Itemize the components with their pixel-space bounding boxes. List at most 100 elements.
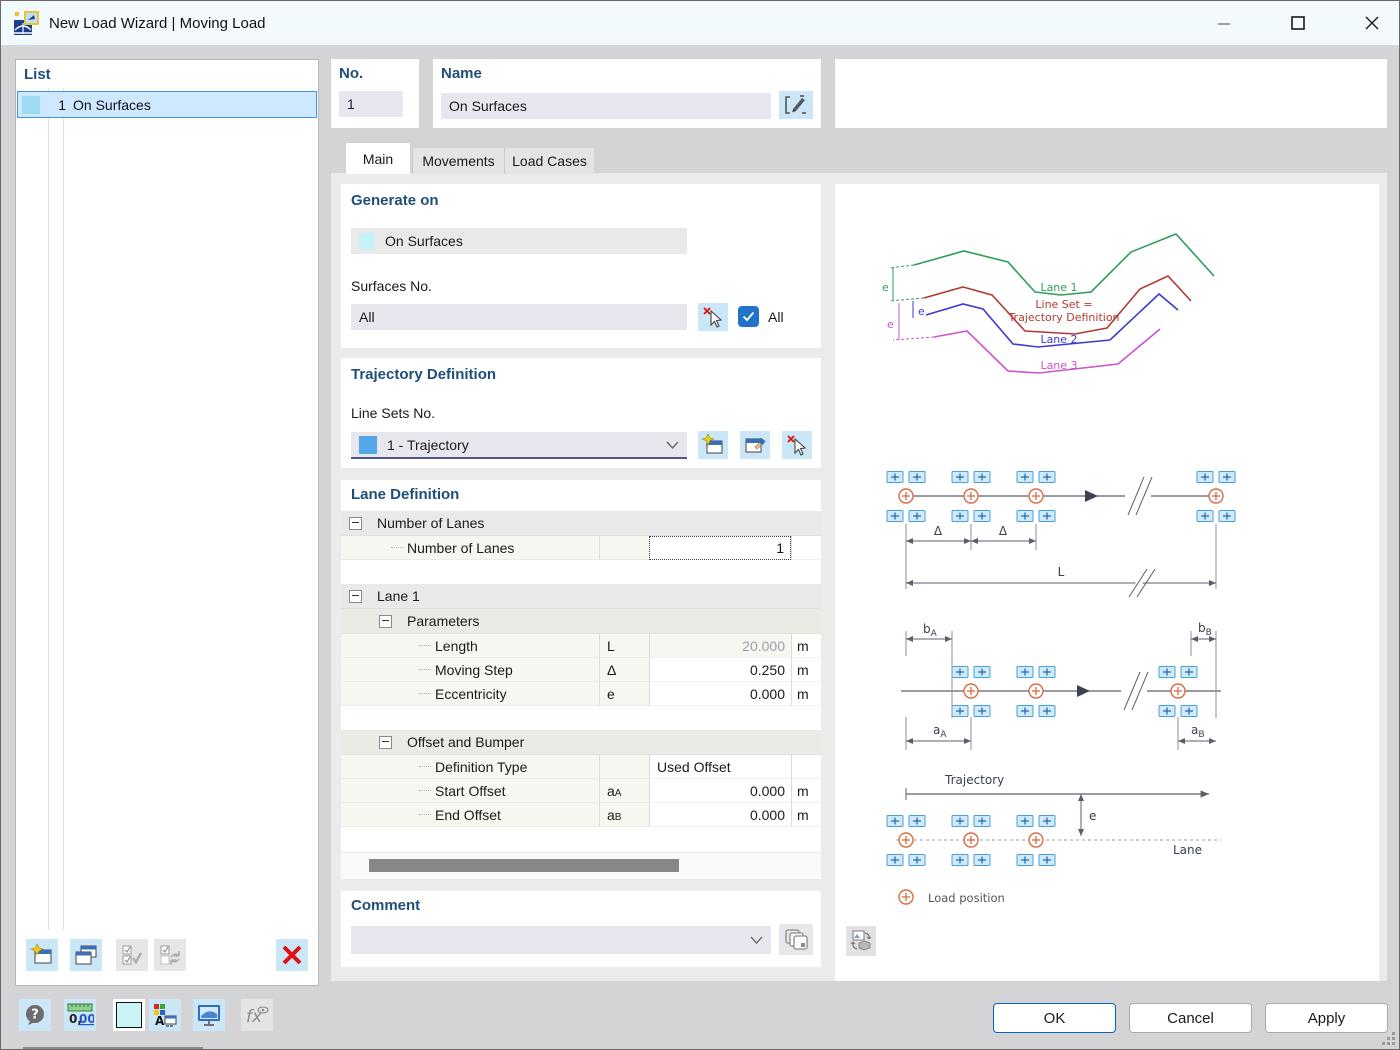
display-settings-button[interactable]: A bbox=[149, 999, 181, 1031]
group-row-number-of-lanes[interactable]: Number of Lanes bbox=[341, 511, 821, 536]
svg-text:A: A bbox=[155, 1014, 165, 1028]
row-moving-step: Moving Step Δ 0.250 m bbox=[341, 658, 821, 682]
minimize-button[interactable] bbox=[1201, 1, 1247, 45]
display-on-screen-button[interactable] bbox=[193, 999, 225, 1031]
offset-diagram: bA bB aA aB bbox=[901, 621, 1221, 750]
new-line-set-button[interactable] bbox=[698, 431, 728, 459]
formula-button[interactable]: fx bbox=[241, 999, 273, 1031]
delete-item-button[interactable] bbox=[276, 939, 308, 971]
horizontal-scrollbar[interactable] bbox=[341, 853, 821, 879]
name-card: Name On Surfaces bbox=[433, 59, 821, 128]
list-item-on-surfaces[interactable]: 1 On Surfaces bbox=[17, 91, 317, 118]
tab-main[interactable]: Main bbox=[346, 143, 410, 174]
fx-icon: fx bbox=[246, 1006, 269, 1027]
load-position-legend: Load position bbox=[898, 889, 1005, 905]
lane-definition-title: Lane Definition bbox=[351, 486, 460, 503]
end-offset-value[interactable]: 0.000 bbox=[649, 803, 791, 827]
item-color-swatch bbox=[22, 95, 40, 114]
units-settings-button[interactable]: 0, 00 bbox=[64, 999, 96, 1031]
collapse-icon[interactable] bbox=[379, 614, 392, 628]
row-length: Length L 20.000 m bbox=[341, 634, 821, 658]
new-item-button[interactable] bbox=[26, 939, 58, 971]
scrollbar-thumb[interactable] bbox=[369, 859, 679, 872]
comment-templates-button[interactable] bbox=[779, 924, 813, 955]
cropped-content bbox=[23, 1047, 203, 1049]
all-checkbox[interactable] bbox=[738, 306, 759, 327]
select-all-button[interactable] bbox=[116, 939, 148, 971]
unit-cell: m bbox=[791, 803, 821, 827]
moving-step-value[interactable]: 0.250 bbox=[649, 658, 791, 682]
invert-selection-button[interactable] bbox=[154, 939, 186, 971]
chevron-down-icon bbox=[750, 936, 763, 944]
trajectory-definition-title: Trajectory Definition bbox=[351, 366, 497, 383]
help-button[interactable]: ? bbox=[19, 999, 51, 1031]
delete-x-icon bbox=[282, 945, 302, 965]
cancel-button[interactable]: Cancel bbox=[1129, 1003, 1252, 1033]
maximize-button[interactable] bbox=[1275, 1, 1321, 45]
lane-definition-section: Lane Definition Number of Lanes Number o… bbox=[341, 480, 821, 852]
bB-dim-label: bB bbox=[1198, 621, 1212, 638]
aA-dim-label: aA bbox=[933, 723, 947, 740]
edit-line-set-button[interactable] bbox=[740, 431, 770, 459]
lane2-label: Lane 2 bbox=[1040, 333, 1077, 346]
symbol-subscript: A bbox=[614, 788, 622, 799]
grid-spacer bbox=[341, 706, 821, 730]
grid-spacer bbox=[341, 827, 821, 852]
on-surfaces-type-button[interactable]: On Surfaces bbox=[351, 228, 687, 254]
row-label: Definition Type bbox=[435, 758, 528, 775]
item-number: 1 bbox=[58, 96, 66, 113]
close-icon bbox=[1365, 16, 1379, 30]
resize-grip[interactable] bbox=[1382, 1032, 1396, 1046]
group-row-lane-1[interactable]: Lane 1 bbox=[341, 584, 821, 609]
tab-movements[interactable]: Movements bbox=[412, 148, 504, 174]
cancel-label: Cancel bbox=[1167, 1009, 1214, 1027]
trajectory-lane-diagram: Trajectory e Lane bbox=[887, 773, 1221, 866]
group-row-offset-and-bumper[interactable]: Offset and Bumper bbox=[341, 730, 821, 755]
row-label: End Offset bbox=[435, 806, 501, 823]
pick-line-set-button[interactable] bbox=[782, 431, 812, 459]
svg-text:?: ? bbox=[31, 1008, 39, 1023]
load-list-panel: List 1 On Surfaces bbox=[15, 59, 319, 986]
diagram-panel: e e e Lane 1 Line Set = Trajectory Defin… bbox=[835, 184, 1379, 981]
tab-movements-label: Movements bbox=[422, 153, 495, 169]
row-label: Start Offset bbox=[435, 782, 506, 799]
start-offset-value[interactable]: 0.000 bbox=[649, 779, 791, 803]
toggle-rendering-icon bbox=[850, 930, 872, 951]
generate-on-section: Generate on On Surfaces Surfaces No. All… bbox=[341, 184, 821, 348]
name-field[interactable]: On Surfaces bbox=[441, 93, 771, 119]
load-position-legend-label: Load position bbox=[928, 891, 1005, 905]
line-sets-value: 1 - Trajectory bbox=[387, 436, 469, 453]
diagrams-svg: e e e Lane 1 Line Set = Trajectory Defin… bbox=[882, 233, 1379, 905]
color-swatch-button[interactable] bbox=[113, 999, 145, 1031]
number-of-lanes-input[interactable]: 1 bbox=[649, 536, 791, 560]
group-label: Lane 1 bbox=[377, 588, 420, 604]
row-label: Moving Step bbox=[435, 661, 513, 678]
comment-combobox[interactable] bbox=[351, 926, 771, 954]
definition-type-value[interactable]: Used Offset bbox=[649, 755, 791, 779]
collapse-icon[interactable] bbox=[349, 516, 362, 530]
no-field[interactable]: 1 bbox=[339, 91, 403, 117]
collapse-icon[interactable] bbox=[349, 589, 362, 603]
lanes-diagram: e e e Lane 1 Line Set = Trajectory Defin… bbox=[882, 233, 1215, 374]
ok-button[interactable]: OK bbox=[993, 1003, 1116, 1033]
surfaces-no-field[interactable]: All bbox=[351, 304, 687, 330]
line-sets-combobox[interactable]: 1 - Trajectory bbox=[351, 432, 687, 459]
edit-name-button[interactable] bbox=[779, 91, 813, 119]
group-row-parameters[interactable]: Parameters bbox=[341, 609, 821, 634]
titlebar[interactable]: New Load Wizard | Moving Load bbox=[1, 1, 1399, 46]
copy-item-button[interactable] bbox=[70, 939, 102, 971]
collapse-icon[interactable] bbox=[379, 735, 392, 749]
row-label: Number of Lanes bbox=[407, 539, 515, 556]
apply-button[interactable]: Apply bbox=[1265, 1003, 1388, 1033]
aB-dim-label: aB bbox=[1191, 723, 1205, 740]
toggle-rendering-button[interactable] bbox=[846, 926, 876, 956]
eccentricity-value[interactable]: 0.000 bbox=[649, 682, 791, 706]
close-button[interactable] bbox=[1349, 1, 1395, 45]
length-dim-label: L bbox=[1058, 565, 1065, 579]
tab-load-cases[interactable]: Load Cases bbox=[504, 148, 594, 174]
unit-cell: m bbox=[791, 682, 821, 706]
pick-surfaces-button[interactable] bbox=[698, 303, 728, 331]
